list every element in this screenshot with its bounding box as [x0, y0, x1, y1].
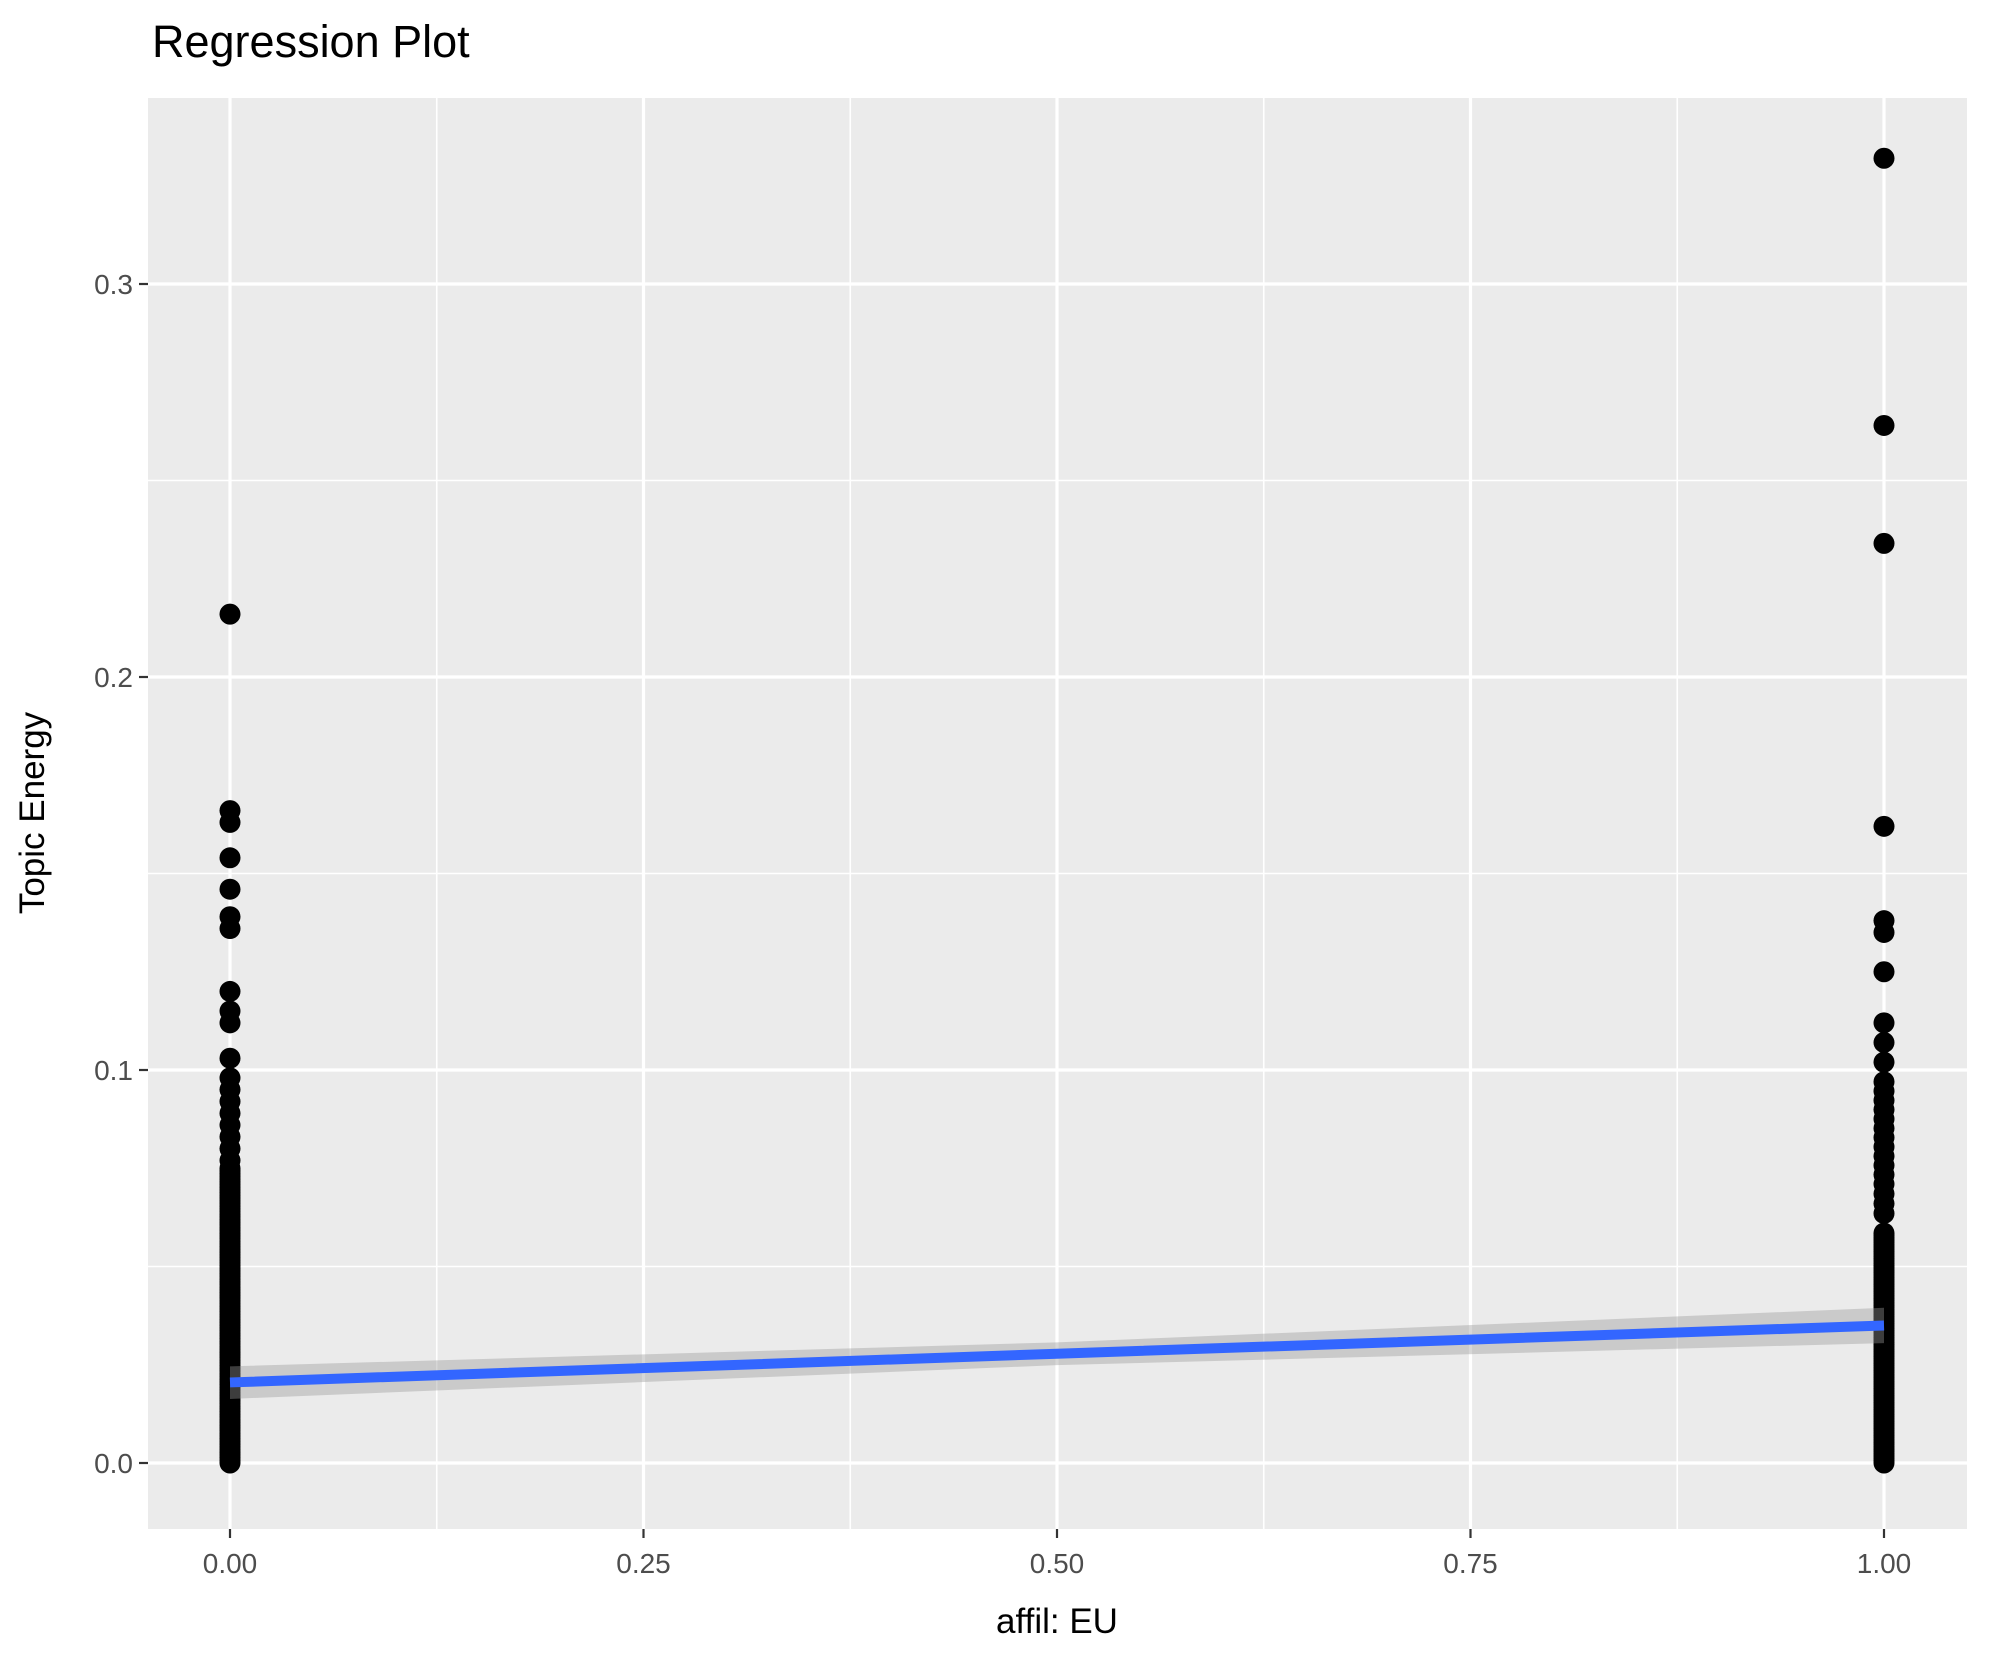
y-tick-label: 0.1	[94, 1055, 133, 1086]
data-point	[219, 1067, 241, 1089]
y-tick-label: 0.2	[94, 662, 133, 693]
data-point	[1873, 1222, 1895, 1244]
x-tick-label: 1.00	[1857, 1548, 1912, 1579]
data-point	[219, 603, 241, 625]
x-tick-label: 0.00	[203, 1548, 258, 1579]
x-axis-title: affil: EU	[996, 1602, 1118, 1641]
data-point	[219, 918, 241, 940]
data-point	[1873, 147, 1895, 169]
regression-line	[229, 1320, 1885, 1388]
y-tick-label: 0.0	[94, 1448, 133, 1479]
data-point	[1873, 414, 1895, 436]
data-point	[1873, 532, 1895, 554]
data-point	[219, 847, 241, 869]
data-point	[1873, 1071, 1895, 1093]
x-tick-label: 0.25	[616, 1548, 671, 1579]
data-point	[219, 811, 241, 833]
y-tick-label: 0.3	[94, 269, 133, 300]
data-point	[219, 878, 241, 900]
data-point	[219, 980, 241, 1002]
data-point	[219, 1047, 241, 1069]
chart-title: Regression Plot	[152, 16, 470, 67]
plot-panel: 0.00 0.25 0.50 0.75 1.00 0.0 0.1 0.2 0.3	[94, 98, 1967, 1579]
data-point	[1873, 961, 1895, 983]
data-point	[1873, 1031, 1895, 1053]
data-point	[1873, 1012, 1895, 1034]
x-tick-label: 0.75	[1443, 1548, 1498, 1579]
data-point	[219, 1012, 241, 1034]
data-point	[1873, 921, 1895, 943]
data-point	[1873, 815, 1895, 837]
y-axis-title: Topic Energy	[13, 711, 52, 914]
data-point	[1873, 1051, 1895, 1073]
x-tick-label: 0.50	[1030, 1548, 1085, 1579]
